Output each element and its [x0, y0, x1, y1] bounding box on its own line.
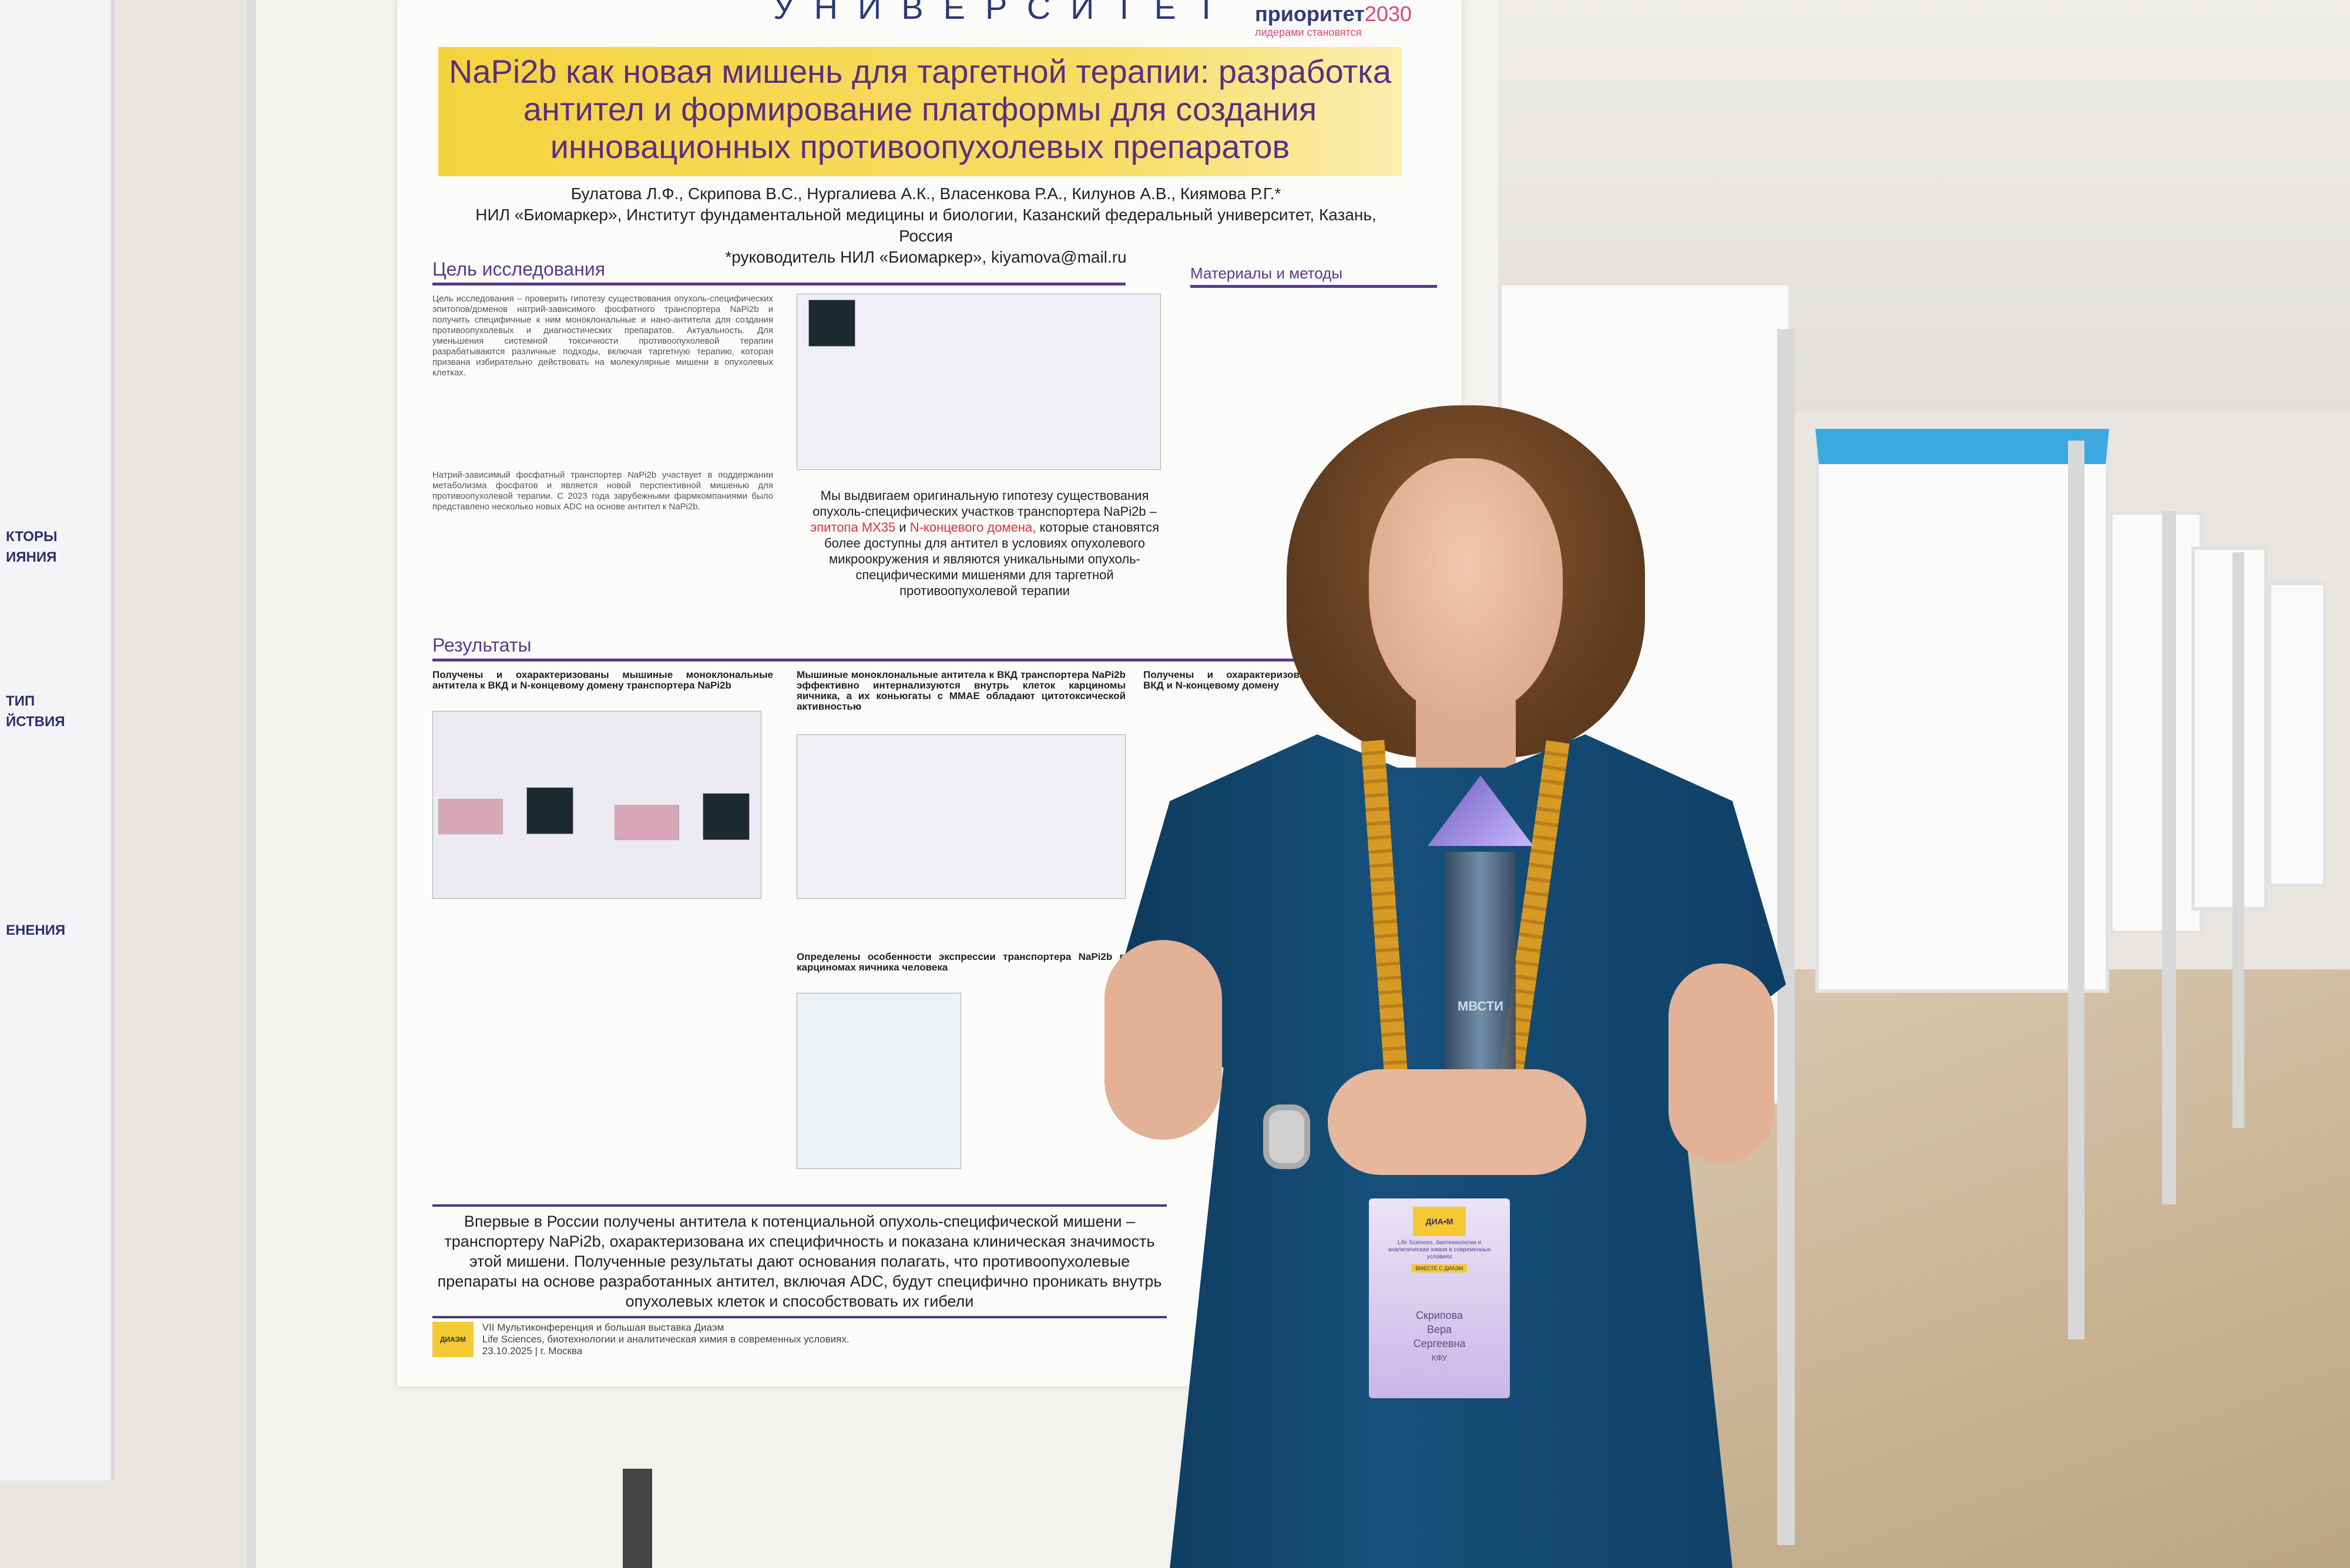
results-col2: Мышиные моноклональные антитела к ВКД тр…	[797, 669, 1126, 712]
poster-fragment: ЕНЕНИЯ	[6, 922, 66, 938]
section-results: Результаты	[432, 634, 1431, 662]
woman-hands	[1328, 1069, 1586, 1175]
woman-face	[1369, 458, 1563, 717]
section-methods: Материалы и методы	[1190, 264, 1437, 288]
poster-fragment: ТИП	[6, 693, 35, 709]
diaem-logo: ДИАЭМ	[432, 1322, 474, 1357]
badge-last-name: Скрипова	[1415, 1310, 1463, 1321]
epitope-mx35: эпитопа MX35	[810, 520, 896, 535]
poster-stand-leg	[1777, 329, 1795, 1545]
figure-image	[808, 300, 855, 347]
footer-line: VII Мультиконференция и большая выставка…	[482, 1322, 724, 1333]
priority-year: 2030	[1364, 2, 1412, 26]
poster-fragment: КТОРЫ	[6, 529, 58, 545]
corridor-poster	[1815, 429, 2109, 993]
histology-image	[438, 799, 503, 834]
badge-tag: ВМЕСТЕ С ДИАЭМ	[1412, 1264, 1467, 1272]
section-aim: Цель исследования	[432, 258, 1126, 286]
badge-logo: ДИА•М	[1413, 1207, 1466, 1236]
poster-stand-leg	[2068, 441, 2084, 1339]
corridor-poster	[2268, 582, 2326, 887]
wristwatch	[1263, 1104, 1310, 1169]
figure-4	[797, 993, 961, 1169]
microscopy-image	[703, 793, 750, 840]
corridor-poster	[2191, 546, 2268, 911]
affiliation: НИЛ «Биомаркер», Институт фундаментально…	[475, 206, 1377, 245]
poster-footer: ДИАЭМ VII Мультиконференция и большая вы…	[432, 1322, 850, 1357]
university-logo: УНИВЕРСИТЕТ	[773, 0, 1237, 26]
priority-2030-logo: приоритет2030 лидерами становятся	[1255, 2, 1412, 39]
poster-fragment: ИЯНИЯ	[6, 549, 57, 565]
title-bar	[438, 47, 1402, 176]
woman-arm	[1104, 940, 1222, 1140]
poster-title: NaPi2b как новая мишень для таргетной те…	[448, 53, 1392, 165]
badge-subtitle: Life Sciences, биотехнологии и аналитиче…	[1388, 1240, 1491, 1260]
footer-line: Life Sciences, биотехнологии и аналитиче…	[482, 1334, 850, 1345]
badge-org: КФУ	[1431, 1353, 1448, 1362]
priority-tagline: лидерами становятся	[1255, 26, 1362, 38]
aim-text: Цель исследования – проверить гипотезу с…	[432, 294, 773, 378]
conclusion: Впервые в России получены антитела к пот…	[432, 1204, 1167, 1318]
research-poster: УНИВЕРСИТЕТ приоритет2030 лидерами станов…	[397, 0, 1462, 1386]
figure-1-diagram	[797, 294, 1161, 470]
results-col3: Получены и охарактеризованы ВКД и N-конц…	[1143, 669, 1320, 691]
trophy-text: МВСТИ	[1458, 999, 1503, 1013]
hypothesis-end: которые становятся более доступны для ан…	[824, 520, 1160, 598]
corridor-poster	[2109, 511, 2203, 934]
left-poster: КТОРЫ ИЯНИЯ ТИП ЙСТВИЯ ЕНЕНИЯ	[0, 0, 115, 1480]
histology-image	[615, 805, 679, 840]
footer-date: 23.10.2025 | г. Москва	[482, 1345, 583, 1357]
authors-block: Булатова Л.Ф., Скрипова В.С., Нургалиева…	[456, 183, 1396, 268]
poster-stand-leg	[2162, 511, 2176, 1204]
n-terminal-domain: N-концевого домена,	[909, 520, 1036, 535]
priority-logo-text: приоритет	[1255, 2, 1365, 26]
name-badge: ДИА•М Life Sciences, биотехнологии и ана…	[1369, 1198, 1510, 1398]
hypothesis-start: Мы выдвигаем оригинальную гипотезу сущес…	[813, 488, 1157, 519]
expression-heading: Определены особенности экспрессии трансп…	[797, 951, 1126, 973]
contact: *руководитель НИЛ «Биомаркер», kiyamova@…	[725, 248, 1127, 266]
hypothesis-and: и	[899, 520, 907, 535]
board-leg	[623, 1469, 652, 1568]
results-col1: Получены и охарактеризованы мышиные моно…	[432, 669, 773, 691]
badge-first-name: Вера	[1426, 1324, 1452, 1335]
trophy-logo	[1428, 775, 1533, 846]
poster-fragment: ЙСТВИЯ	[6, 714, 65, 730]
hypothesis-text: Мы выдвигаем оригинальную гипотезу сущес…	[797, 488, 1173, 599]
figure-3	[797, 734, 1126, 899]
poster-stand-leg	[2232, 552, 2244, 1128]
badge-middle-name: Сергеевна	[1413, 1338, 1466, 1349]
authors: Булатова Л.Ф., Скрипова В.С., Нургалиева…	[570, 184, 1281, 203]
woman-arm	[1668, 963, 1774, 1163]
napi2b-text: Натрий-зависимый фосфатный транспортер N…	[432, 470, 773, 512]
microscopy-image	[526, 787, 573, 834]
